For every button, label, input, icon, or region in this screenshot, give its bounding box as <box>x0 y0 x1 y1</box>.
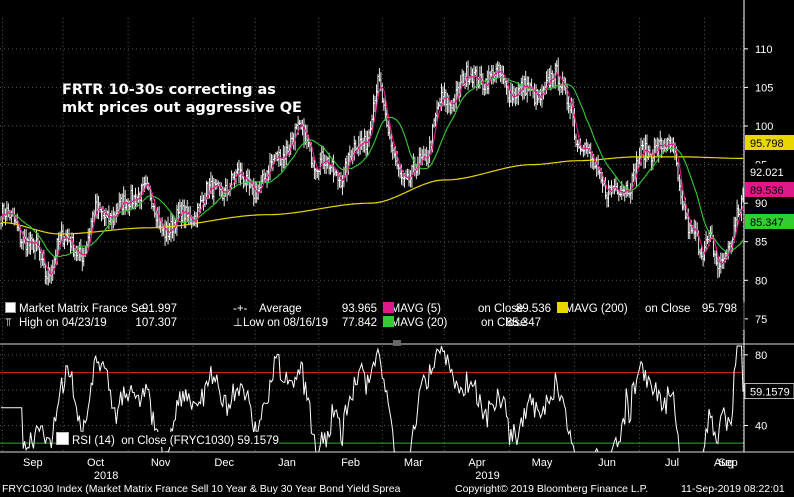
legend-average-icon: -+- <box>233 303 248 315</box>
footer-timestamp: 11-Sep-2019 08:22:01 <box>681 483 785 495</box>
last-value-box <box>745 182 794 197</box>
x-tick-label: Jun <box>598 457 616 469</box>
main-series <box>0 57 745 286</box>
x-year-label: 2019 <box>475 470 499 482</box>
rsi-last-value-label: 59.1579 <box>750 387 790 399</box>
legend-high-icon: ⫪ <box>5 317 12 329</box>
rsi-legend-on: on Close (FRYC1030) <box>121 435 235 447</box>
sma20-line <box>0 76 744 258</box>
footer: FRYC1030 Index (Market Matrix France Sel… <box>0 482 794 497</box>
sma200-line <box>1 156 743 235</box>
legend-row-1: Market Matrix France Se... 91.997 -+- Av… <box>5 302 745 316</box>
x-tick-label: Dec <box>214 457 234 469</box>
legend-price-last: 91.997 <box>141 303 177 315</box>
x-tick-label: Jan <box>278 457 296 469</box>
rsi-series <box>1 345 744 453</box>
last-value-box <box>745 135 794 150</box>
y-tick-label: 100 <box>755 121 773 133</box>
legend-sma20[interactable]: SMAVG (20) <box>383 316 447 330</box>
chart-title-line-2: mkt prices out aggressive QE <box>62 100 302 116</box>
legend-low-icon: ⊥ <box>233 317 244 329</box>
chart-title-line-1: FRTR 10-30s correcting as <box>62 82 276 98</box>
x-tick-label: Jul <box>665 457 679 469</box>
legend-average-label: Average <box>259 303 302 315</box>
legend-swatch-sma5 <box>383 302 394 313</box>
x-tick-label: Aug <box>714 457 734 469</box>
pane-resize-handle <box>393 340 401 346</box>
last-value-label: 95.798 <box>750 138 784 150</box>
x-tick-label: Nov <box>151 457 171 469</box>
legend-sma200-on: on Close <box>645 303 691 315</box>
axis-labels: 7580859095100105110406080SepOctNovDecJan… <box>23 44 794 482</box>
footer-copyright: Copyright© 2019 Bloomberg Finance L.P. <box>455 483 649 495</box>
last-value-box <box>744 163 794 180</box>
legend-sma20-label: SMAVG (20) <box>383 317 448 329</box>
rsi-tick-label: 80 <box>755 350 767 362</box>
rsi-last-value-box <box>744 383 794 400</box>
legend-sma200-value: 95.798 <box>701 303 737 315</box>
last-value-label: 89.536 <box>750 185 784 197</box>
x-year-label: 2018 <box>94 470 118 482</box>
rsi-line <box>1 345 744 453</box>
legend-sma20-on: on Close <box>481 317 527 329</box>
legend-sma5-value: 89.536 <box>515 303 551 315</box>
y-tick-label: 75 <box>755 314 767 326</box>
axes <box>0 0 794 453</box>
rsi-legend[interactable]: RSI (14) on Close (FRYC1030) 59.1579 <box>56 432 279 447</box>
legend-low-label: Low on 08/16/19 <box>243 317 329 329</box>
last-value-label: 92.021 <box>750 167 784 179</box>
footer-security-description: FRYC1030 Index (Market Matrix France Sel… <box>2 483 401 495</box>
x-tick-label: Sep <box>23 457 43 469</box>
legend-high-label: High on 04/23/19 <box>19 317 107 329</box>
x-tick-label: Sep <box>718 457 738 469</box>
legend-sma20-value: 85.347 <box>505 317 541 329</box>
sma5-line <box>0 70 744 276</box>
legend-swatch-rsi <box>56 432 69 445</box>
rsi-tick-label: 40 <box>755 421 767 433</box>
legend-sma5-label: SMAVG (5) <box>383 303 441 315</box>
legend-row-2: ⫪ High on 04/23/19 107.307 ⊥ Low on 08/1… <box>5 316 745 330</box>
chart-title: FRTR 10-30s correcting as mkt prices out… <box>62 81 302 117</box>
legend-price-name: Market Matrix France Se... <box>19 303 155 315</box>
x-tick-label: Oct <box>87 457 104 469</box>
y-tick-label: 90 <box>755 198 767 210</box>
x-tick-label: Mar <box>404 457 423 469</box>
y-tick-label: 80 <box>755 275 767 287</box>
y-tick-label: 85 <box>755 237 767 249</box>
legend-sma5[interactable]: SMAVG (5) <box>383 302 441 316</box>
rsi-gridlines <box>0 354 744 444</box>
legend-swatch-sma20 <box>383 316 394 327</box>
legend-swatch-sma200 <box>557 302 568 313</box>
rsi-legend-value: 59.1579 <box>237 435 279 447</box>
last-value-box <box>745 214 794 229</box>
legend-sma200-label: SMAVG (200) <box>557 303 628 315</box>
legend-average-value: 93.965 <box>341 303 377 315</box>
x-tick-label: May <box>532 457 553 469</box>
legend-low-value: 77.842 <box>341 317 377 329</box>
legend-swatch-price <box>5 302 16 313</box>
x-tick-label: Apr <box>468 457 485 469</box>
y-tick-label: 110 <box>755 44 773 56</box>
y-tick-label: 105 <box>755 82 773 94</box>
legend-sma200[interactable]: SMAVG (200) <box>557 302 628 316</box>
legend-sma5-on: on Close <box>478 303 524 315</box>
last-value-label: 85.347 <box>750 217 784 229</box>
price-bars <box>0 57 745 286</box>
rsi-legend-name: RSI (14) <box>72 435 115 447</box>
x-tick-label: Feb <box>341 457 360 469</box>
legend-high-value: 107.307 <box>135 317 177 329</box>
legend-series-main[interactable]: Market Matrix France Se... <box>5 302 154 316</box>
legend: Market Matrix France Se... 91.997 -+- Av… <box>5 302 745 330</box>
